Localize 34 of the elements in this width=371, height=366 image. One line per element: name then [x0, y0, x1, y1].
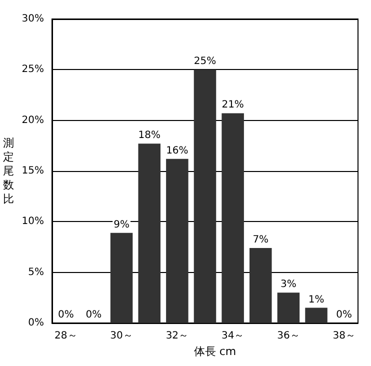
bar: [305, 308, 328, 323]
data-label: 0%: [336, 310, 352, 320]
bar: [222, 113, 244, 323]
y-tick-label: 20%: [22, 114, 44, 126]
x-tick-label: 36～: [277, 330, 300, 342]
bar: [138, 144, 160, 323]
y-tick-label: 25%: [22, 64, 44, 76]
data-label: 0%: [58, 310, 74, 320]
data-label: 9%: [114, 219, 130, 230]
bar: [277, 292, 300, 323]
x-tick-label: 30～: [110, 330, 133, 342]
data-label: 3%: [280, 279, 296, 290]
x-tick-label: 32～: [166, 330, 189, 342]
x-tick-label: 28～: [54, 330, 78, 342]
data-label: 21%: [222, 100, 244, 111]
bar: [194, 70, 216, 323]
y-tick-label: 10%: [22, 216, 44, 228]
bar: [250, 248, 272, 323]
data-label: 18%: [138, 130, 160, 142]
y-tick-label: 30%: [22, 14, 44, 24]
bar: [166, 158, 188, 323]
data-label: 25%: [194, 56, 216, 68]
bar: [110, 232, 133, 323]
x-tick-label: 38～: [332, 330, 356, 342]
y-tick-label: 15%: [22, 166, 44, 176]
data-label: 0%: [86, 310, 102, 320]
y-tick-label: 0%: [28, 318, 44, 328]
y-axis-title: 測定尾数比: [3, 136, 14, 206]
y-tick-label: 5%: [28, 266, 44, 278]
x-tick-label: 34～: [221, 330, 244, 342]
data-label: 1%: [308, 294, 324, 306]
data-label: 7%: [252, 234, 269, 246]
data-label: 16%: [166, 145, 188, 156]
x-axis-title: 体長 cm: [194, 344, 236, 358]
